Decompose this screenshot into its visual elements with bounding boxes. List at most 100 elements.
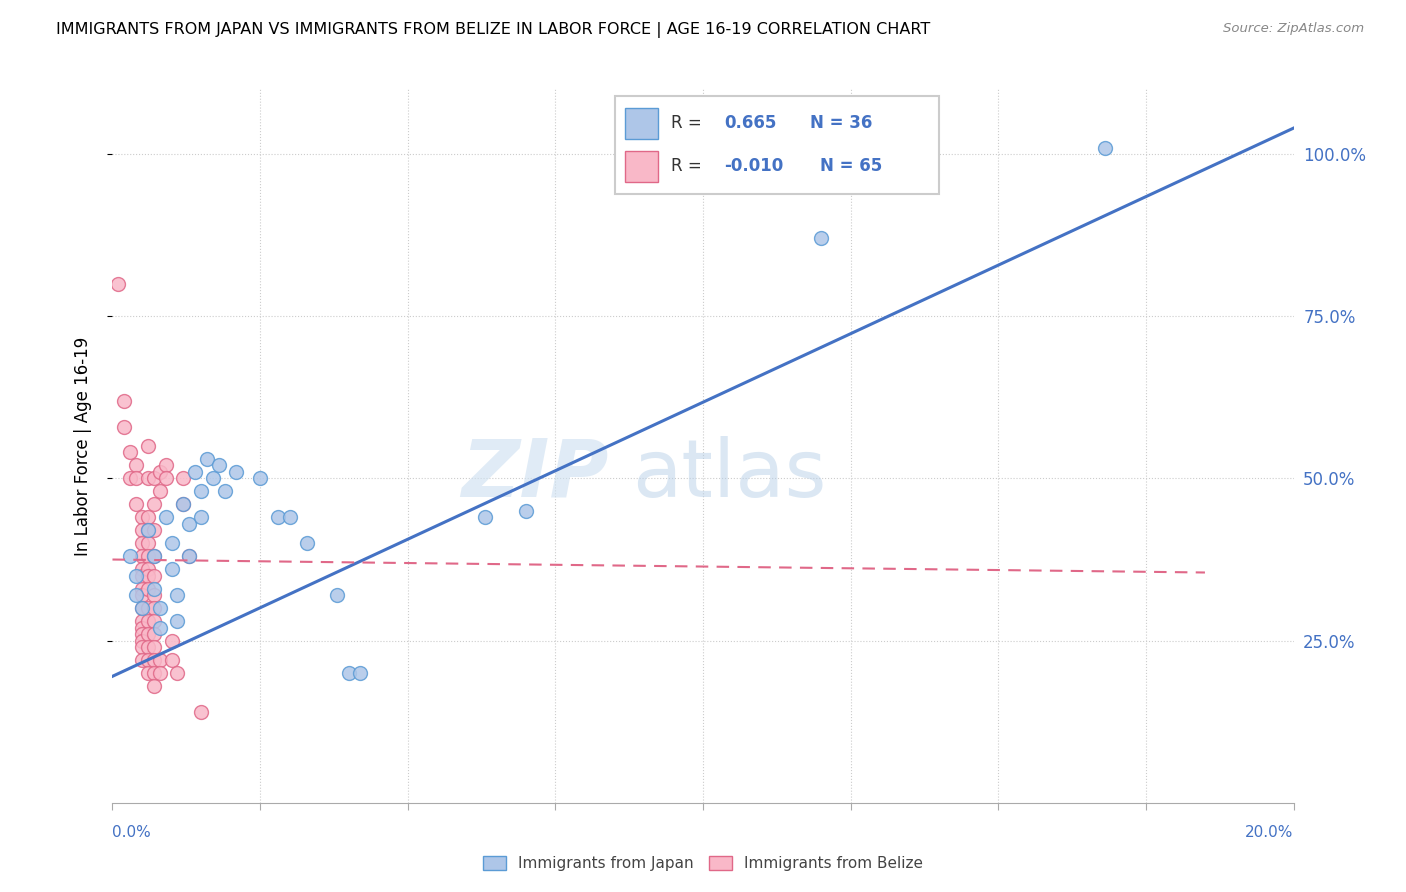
Point (136, 601, 159, 615)
Legend: Immigrants from Japan, Immigrants from Belize: Immigrants from Japan, Immigrants from B… (477, 850, 929, 877)
Text: 20.0%: 20.0% (1246, 825, 1294, 840)
Point (155, 471, 177, 485)
Point (125, 588, 148, 602)
Point (155, 458, 177, 473)
Point (142, 588, 165, 602)
Point (136, 666, 159, 681)
Point (179, 549, 201, 564)
Bar (624, 151, 658, 182)
Point (155, 510, 177, 524)
Point (120, 445, 142, 459)
Point (179, 549, 201, 564)
Text: atlas: atlas (633, 435, 827, 514)
Point (142, 549, 165, 564)
Point (208, 458, 231, 473)
Point (160, 653, 183, 667)
Point (179, 516, 201, 531)
Point (136, 640, 159, 654)
Point (136, 439, 159, 453)
Point (136, 524, 159, 538)
Point (131, 640, 153, 654)
Point (125, 568, 148, 582)
Point (131, 568, 153, 582)
Point (201, 471, 224, 485)
Point (142, 627, 165, 641)
Point (136, 582, 159, 596)
Point (142, 679, 165, 693)
Point (225, 465, 247, 479)
Point (166, 588, 188, 602)
Point (136, 653, 159, 667)
Point (160, 633, 183, 648)
Point (160, 562, 183, 576)
Point (326, 588, 349, 602)
Point (267, 510, 290, 524)
Point (142, 549, 165, 564)
Point (136, 562, 159, 576)
Point (112, 419, 135, 434)
Point (142, 640, 165, 654)
Point (136, 524, 159, 538)
Point (172, 497, 194, 511)
Point (166, 614, 188, 628)
Text: R =: R = (671, 114, 707, 132)
Point (131, 633, 153, 648)
Point (184, 465, 207, 479)
Point (349, 666, 371, 681)
Text: N = 65: N = 65 (820, 158, 882, 176)
Point (214, 484, 236, 499)
Point (136, 627, 159, 641)
Point (136, 549, 159, 564)
Point (125, 458, 148, 473)
Point (131, 601, 153, 615)
Point (166, 666, 188, 681)
Point (142, 653, 165, 667)
Point (149, 484, 172, 499)
Point (474, 510, 496, 524)
Point (172, 471, 194, 485)
Point (142, 666, 165, 681)
Point (195, 452, 218, 467)
Point (142, 471, 165, 485)
Point (136, 614, 159, 628)
Point (142, 582, 165, 596)
Point (190, 705, 212, 719)
Point (136, 510, 159, 524)
Point (190, 510, 212, 524)
Point (142, 524, 165, 538)
Point (120, 549, 142, 564)
Point (149, 465, 172, 479)
Point (149, 621, 172, 635)
Text: -0.010: -0.010 (724, 158, 783, 176)
Point (142, 497, 165, 511)
Point (1094, 140, 1116, 154)
Point (297, 536, 319, 550)
Point (142, 568, 165, 582)
Point (112, 393, 135, 408)
Point (107, 277, 129, 291)
Point (131, 510, 153, 524)
Point (131, 582, 153, 596)
Point (131, 621, 153, 635)
Point (515, 504, 537, 518)
Point (190, 484, 212, 499)
Point (131, 536, 153, 550)
Point (120, 471, 142, 485)
Point (142, 614, 165, 628)
Text: R =: R = (671, 158, 707, 176)
Text: N = 36: N = 36 (810, 114, 872, 132)
Point (278, 510, 301, 524)
Point (810, 231, 832, 245)
Point (131, 614, 153, 628)
Point (149, 601, 172, 615)
Point (131, 627, 153, 641)
Text: ZIP: ZIP (461, 435, 609, 514)
Text: IMMIGRANTS FROM JAPAN VS IMMIGRANTS FROM BELIZE IN LABOR FORCE | AGE 16-19 CORRE: IMMIGRANTS FROM JAPAN VS IMMIGRANTS FROM… (56, 22, 931, 38)
Text: 0.0%: 0.0% (112, 825, 152, 840)
Point (172, 497, 194, 511)
Point (136, 568, 159, 582)
Point (337, 666, 360, 681)
Point (142, 601, 165, 615)
Point (131, 588, 153, 602)
Bar (624, 108, 658, 139)
